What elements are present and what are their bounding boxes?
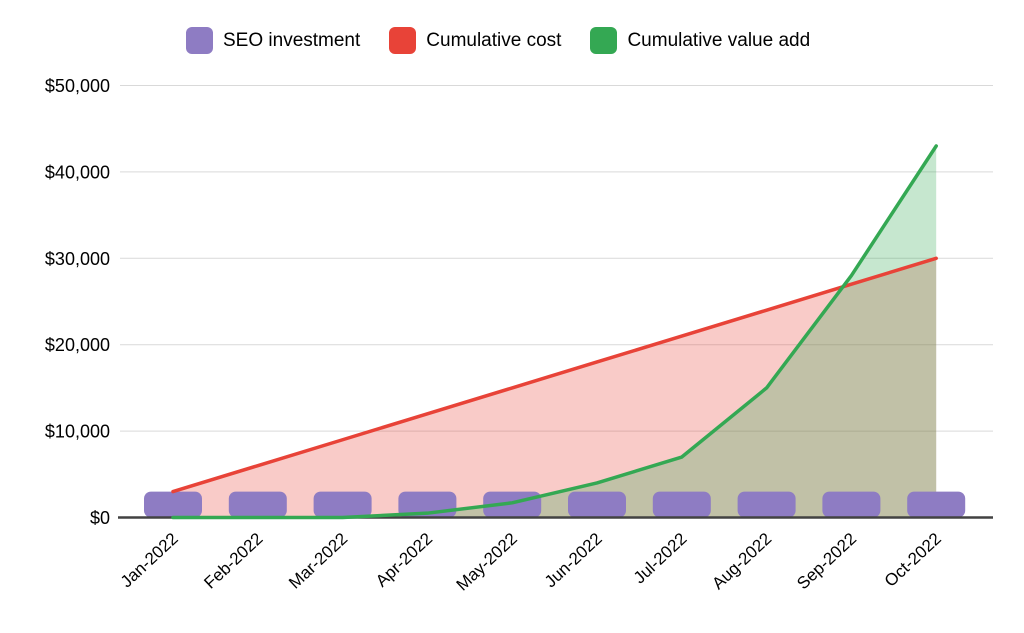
x-axis-label: Jun-2022 bbox=[541, 529, 606, 591]
area-fill-cumulative-cost bbox=[173, 258, 937, 518]
line-cumulative-value-add bbox=[171, 144, 938, 520]
legend-item-2: Cumulative value add bbox=[590, 27, 810, 54]
legend-item-1: Cumulative cost bbox=[389, 27, 561, 54]
bar-seo-investment bbox=[568, 491, 626, 518]
line-cumulative-cost bbox=[171, 256, 938, 494]
legend-label: Cumulative cost bbox=[426, 29, 562, 51]
bar-seo-investment bbox=[737, 491, 796, 518]
bar-seo-investment bbox=[313, 491, 372, 518]
legend-swatch-icon bbox=[186, 27, 213, 54]
x-axis-label: Feb-2022 bbox=[200, 529, 266, 593]
bar-seo-investment bbox=[144, 491, 202, 518]
bar-seo-investment bbox=[652, 491, 711, 518]
y-axis-label: $10,000 bbox=[45, 422, 110, 442]
y-axis-label: $20,000 bbox=[45, 335, 110, 355]
legend-swatch-icon bbox=[590, 27, 618, 54]
y-axis-label: $30,000 bbox=[45, 249, 110, 269]
x-axis-label: Mar-2022 bbox=[285, 529, 351, 593]
x-axis-label: Jul-2022 bbox=[630, 529, 691, 587]
y-axis-label: $40,000 bbox=[45, 162, 110, 182]
x-axis-label: Jan-2022 bbox=[117, 529, 182, 591]
y-axis-label: $0 bbox=[90, 508, 110, 528]
chart-legend: SEO investment Cumulative cost Cumulative … bbox=[186, 27, 810, 54]
legend-item-0: SEO investment bbox=[186, 27, 360, 54]
x-axis-label: May-2022 bbox=[453, 529, 521, 594]
y-axis-label: $50,000 bbox=[45, 76, 110, 96]
x-axis-label: Apr-2022 bbox=[372, 529, 436, 591]
legend-label: Cumulative value add bbox=[627, 29, 811, 51]
bar-seo-investment bbox=[228, 491, 287, 518]
legend-swatch-icon bbox=[389, 27, 417, 54]
legend-label: SEO investment bbox=[223, 29, 361, 51]
bar-seo-investment bbox=[822, 491, 881, 518]
x-axis-label: Sep-2022 bbox=[793, 529, 860, 593]
bar-seo-investment bbox=[907, 491, 966, 518]
x-axis-label: Aug-2022 bbox=[708, 529, 775, 593]
x-axis-label: Oct-2022 bbox=[881, 529, 945, 591]
area-fill-cumulative-value-add bbox=[173, 145, 937, 518]
